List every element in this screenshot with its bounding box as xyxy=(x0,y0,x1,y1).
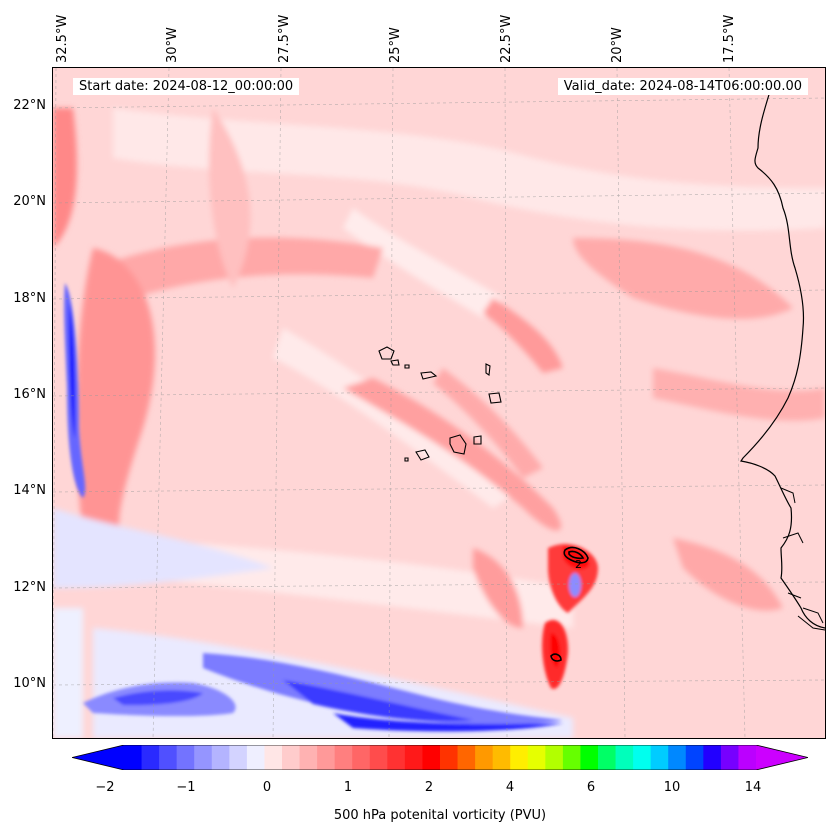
lon-label-20w: 20°W xyxy=(610,27,625,63)
contour-label: 2 xyxy=(575,558,582,571)
colorbar-tick: −2 xyxy=(95,780,115,795)
pv-negative-streak xyxy=(283,680,473,722)
lat-label-16n: 16°N xyxy=(13,387,46,402)
colorbar-tick: 0 xyxy=(262,780,272,795)
cape-verde-islands xyxy=(378,346,502,462)
colorbar-tick: −1 xyxy=(176,780,196,795)
colorbar-tick: 4 xyxy=(505,780,515,795)
colorbar-swatch xyxy=(422,745,441,770)
pv-mid-band xyxy=(653,368,825,421)
colorbar-swatch xyxy=(334,745,353,770)
colorbar xyxy=(72,745,808,770)
colorbar-arrow-low xyxy=(72,745,124,770)
colorbar-swatch xyxy=(176,745,195,770)
lon-label-22.5w: 22.5°W xyxy=(499,14,514,63)
lon-label-32.5w: 32.5°W xyxy=(55,14,70,63)
lon-label-27.5w: 27.5°W xyxy=(277,14,292,63)
colorbar-swatch xyxy=(404,745,423,770)
pv-mid-band xyxy=(209,108,251,288)
pv-light-band xyxy=(113,108,825,231)
colorbar-swatch xyxy=(282,745,301,770)
pv-negative-streak xyxy=(333,713,563,732)
lat-label-20n: 20°N xyxy=(13,194,46,209)
pv-mid-band xyxy=(76,248,155,538)
pv-mid-band xyxy=(53,108,77,248)
colorbar-swatch xyxy=(352,745,371,770)
pv-mid-band xyxy=(343,378,562,531)
colorbar-tick: 2 xyxy=(424,780,434,795)
colorbar-swatch xyxy=(124,745,143,770)
pv-field-map: 2 xyxy=(53,68,825,738)
colorbar-arrow-high xyxy=(756,745,808,770)
pv-negative-streak xyxy=(113,690,203,706)
colorbar-swatch xyxy=(598,745,617,770)
lon-label-25w: 25°W xyxy=(388,27,403,63)
pv-light-band xyxy=(343,208,503,318)
colorbar-swatch xyxy=(194,745,213,770)
valid-date-label: Valid_date: 2024-08-14T06:00:00.00 xyxy=(557,78,808,95)
colorbar-swatch xyxy=(246,745,265,770)
colorbar-tick: 14 xyxy=(744,780,762,795)
lat-label-14n: 14°N xyxy=(13,483,46,498)
colorbar-swatch xyxy=(580,745,599,770)
colorbar-swatch xyxy=(159,745,178,770)
colorbar-swatch xyxy=(229,745,248,770)
colorbar-swatch xyxy=(299,745,318,770)
pv-mid-band xyxy=(483,298,563,373)
colorbar-swatch xyxy=(387,745,406,770)
lat-label-12n: 12°N xyxy=(13,580,46,595)
colorbar-swatch xyxy=(703,745,722,770)
colorbar-swatch xyxy=(264,745,283,770)
coastline-fragments xyxy=(780,487,825,631)
colorbar-swatch xyxy=(738,745,757,770)
colorbar-swatch xyxy=(440,745,459,770)
colorbar-swatch xyxy=(475,745,494,770)
pv-negative-spot xyxy=(569,573,581,597)
colorbar-swatch xyxy=(562,745,581,770)
colorbar-label: 500 hPa potenital vorticity (PVU) xyxy=(333,808,547,823)
colorbar-swatch xyxy=(510,745,529,770)
start-date-label: Start date: 2024-08-12_00:00:00 xyxy=(73,78,300,95)
pv-mid-band xyxy=(573,238,793,319)
colorbar-tick: 6 xyxy=(586,780,596,795)
colorbar-swatch xyxy=(545,745,564,770)
colorbar-swatch xyxy=(633,745,652,770)
pv-negative-filament xyxy=(69,303,75,438)
colorbar-swatch xyxy=(369,745,388,770)
colorbar-tick: 1 xyxy=(343,780,353,795)
colorbar-swatch xyxy=(211,745,230,770)
colorbar-swatch xyxy=(720,745,739,770)
colorbar-swatch xyxy=(668,745,687,770)
lat-label-18n: 18°N xyxy=(13,291,46,306)
colorbar-swatch xyxy=(685,745,704,770)
pv-mid-band xyxy=(673,538,783,611)
map-panel: 2 Start date: 2024-08-12_00:00:00 Valid_… xyxy=(52,67,826,739)
colorbar-swatch xyxy=(141,745,160,770)
coastline-africa xyxy=(739,87,825,629)
colorbar-swatch xyxy=(457,745,476,770)
pv-negative-region xyxy=(53,508,273,588)
colorbar-swatch xyxy=(615,745,634,770)
pv-negative-region xyxy=(53,608,83,738)
lat-label-22n: 22°N xyxy=(13,98,46,113)
colorbar-swatch xyxy=(527,745,546,770)
colorbar-swatch xyxy=(492,745,511,770)
colorbar-swatch xyxy=(317,745,336,770)
colorbar-swatch xyxy=(650,745,669,770)
pv-negative-streak xyxy=(203,653,563,725)
lon-label-17.5w: 17.5°W xyxy=(722,14,737,63)
pv-mid-band xyxy=(473,548,523,628)
lat-label-10n: 10°N xyxy=(13,676,46,691)
lon-label-30w: 30°W xyxy=(165,27,180,63)
graticule xyxy=(53,68,825,738)
colorbar-tick: 10 xyxy=(663,780,681,795)
pv-mid-band xyxy=(433,368,543,478)
pv-2-contour xyxy=(550,546,589,662)
